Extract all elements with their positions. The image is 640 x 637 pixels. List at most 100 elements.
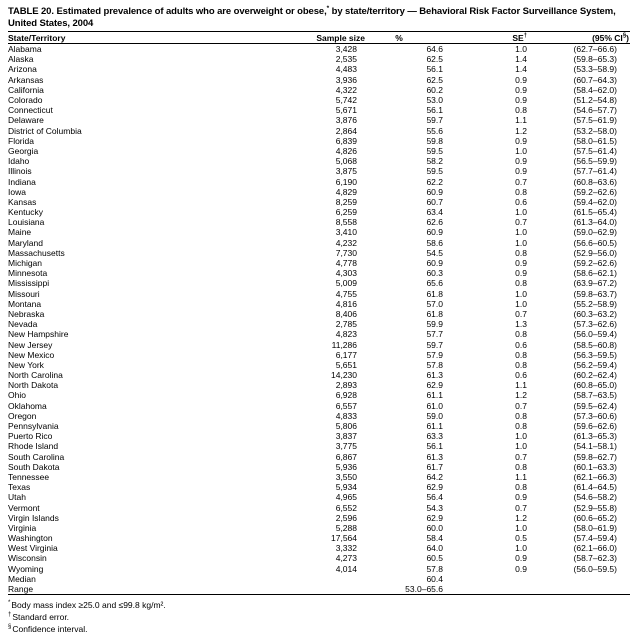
cell-ci bbox=[537, 574, 630, 584]
cell-sample-size: 4,755 bbox=[335, 288, 357, 299]
cell-sample-size: 4,483 bbox=[335, 64, 357, 75]
cell-se: 0.8 bbox=[515, 186, 527, 197]
cell-ci: (56.0–59.5) bbox=[573, 563, 617, 574]
table-row: Puerto Rico 3,837 63.3 1.0 (61.3–65.3) bbox=[8, 431, 630, 441]
cell-state: Maryland bbox=[8, 237, 43, 248]
cell-percent: 62.6 bbox=[426, 217, 443, 228]
cell-state: Kentucky bbox=[8, 207, 43, 218]
table-row: Maine 3,410 60.9 1.0 (59.0–62.9) bbox=[8, 227, 630, 237]
cell-se: 1.0 bbox=[515, 522, 527, 533]
table-body: Alabama 3,428 64.6 1.0 (62.7–66.6) Alaska 2,53… bbox=[8, 44, 630, 595]
cell-state: Colorado bbox=[8, 95, 43, 105]
cell-se: 1.0 bbox=[515, 441, 527, 452]
table-row: Alabama 3,428 64.6 1.0 (62.7–66.6) bbox=[8, 44, 630, 55]
cell-sample-size: 4,014 bbox=[335, 563, 357, 574]
cell-percent: 53.0–65.6 bbox=[405, 583, 443, 594]
cell-sample-size: 6,867 bbox=[335, 451, 357, 462]
cell-state: Range bbox=[8, 583, 34, 594]
cell-sample-size: 2,535 bbox=[335, 54, 357, 65]
cell-percent: 61.8 bbox=[426, 288, 443, 299]
cell-se: 0.8 bbox=[515, 421, 527, 431]
table-row: Wisconsin 4,273 60.5 0.9 (58.7–62.3) bbox=[8, 553, 630, 563]
cell-ci: (57.7–61.4) bbox=[573, 166, 617, 177]
cell-ci: (53.2–58.0) bbox=[573, 125, 617, 136]
cell-percent: 59.5 bbox=[426, 145, 443, 156]
cell-state: Pennsylvania bbox=[8, 421, 59, 431]
table-row: North Dakota 2,893 62.9 1.1 (60.8–65.0) bbox=[8, 380, 630, 390]
cell-sample-size: 5,936 bbox=[335, 461, 357, 472]
cell-ci: (59.8–62.7) bbox=[573, 451, 617, 462]
table-row: Delaware 3,876 59.7 1.1 (57.5–61.9) bbox=[8, 115, 630, 125]
cell-se: 0.6 bbox=[515, 339, 527, 350]
table-row: New Hampshire 4,823 57.7 0.8 (56.0–59.4) bbox=[8, 329, 630, 339]
table-row: Utah 4,965 56.4 0.9 (54.6–58.2) bbox=[8, 492, 630, 502]
table-row: Range 53.0–65.6 bbox=[8, 584, 630, 595]
cell-se: 0.8 bbox=[515, 278, 527, 289]
cell-percent: 64.2 bbox=[426, 471, 443, 482]
cell-percent: 59.8 bbox=[426, 135, 443, 146]
cell-sample-size: 3,837 bbox=[335, 431, 357, 442]
table-row: Missouri 4,755 61.8 1.0 (59.8–63.7) bbox=[8, 288, 630, 299]
cell-sample-size: 4,823 bbox=[335, 329, 357, 340]
cell-state: Idaho bbox=[8, 156, 30, 167]
cell-ci: (51.2–54.8) bbox=[573, 95, 617, 105]
cell-se: 0.8 bbox=[515, 359, 527, 370]
asterisk-marker: * bbox=[8, 599, 11, 606]
cell-ci: (56.3–59.5) bbox=[573, 349, 617, 360]
footnote-standard-error: †Standard error. bbox=[8, 610, 630, 622]
cell-percent: 58.4 bbox=[426, 533, 443, 544]
cell-state: Indiana bbox=[8, 176, 36, 187]
cell-percent: 53.0 bbox=[426, 95, 443, 105]
table-row: Washington 17,564 58.4 0.5 (57.4–59.4) bbox=[8, 533, 630, 543]
table-row: Maryland 4,232 58.6 1.0 (56.6–60.5) bbox=[8, 238, 630, 248]
cell-se: 1.1 bbox=[515, 380, 527, 391]
cell-se: 1.2 bbox=[515, 512, 527, 523]
header-row: State/Territory Sample size % SE† (95% C… bbox=[8, 32, 630, 44]
cell-sample-size: 4,232 bbox=[335, 237, 357, 248]
cell-state: Tennessee bbox=[8, 471, 50, 482]
col-header-se-label: SE bbox=[512, 32, 524, 43]
table-row: Ohio 6,928 61.1 1.2 (58.7–63.5) bbox=[8, 390, 630, 400]
table-row: New Jersey 11,286 59.7 0.6 (58.5–60.8) bbox=[8, 339, 630, 350]
footnote-bmi: *Body mass index ≥25.0 and ≤99.8 kg/m². bbox=[8, 598, 630, 610]
cell-percent: 57.0 bbox=[426, 298, 443, 309]
cell-sample-size: 4,322 bbox=[335, 84, 357, 95]
cell-sample-size: 6,928 bbox=[335, 390, 357, 401]
cell-sample-size: 6,259 bbox=[335, 207, 357, 218]
table-row: Kansas 8,259 60.7 0.6 (59.4–62.0) bbox=[8, 197, 630, 207]
cell-sample-size: 5,068 bbox=[335, 156, 357, 167]
cell-state: Texas bbox=[8, 482, 31, 493]
cell-state: Michigan bbox=[8, 258, 43, 268]
cell-sample-size: 5,651 bbox=[335, 359, 357, 370]
cell-ci: (58.0–61.9) bbox=[573, 522, 617, 533]
table-row: Virgin Islands 2,596 62.9 1.2 (60.6–65.2) bbox=[8, 513, 630, 523]
table-row: Michigan 4,778 60.9 0.9 (59.2–62.6) bbox=[8, 258, 630, 268]
cell-state: Oklahoma bbox=[8, 400, 47, 411]
cell-sample-size: 14,230 bbox=[331, 370, 357, 381]
cell-percent: 61.7 bbox=[426, 461, 443, 472]
table-row: Vermont 6,552 54.3 0.7 (52.9–55.8) bbox=[8, 502, 630, 513]
cell-se: 1.0 bbox=[515, 44, 527, 55]
table-row: West Virginia 3,332 64.0 1.0 (62.1–66.0) bbox=[8, 543, 630, 553]
cell-percent: 56.4 bbox=[426, 492, 443, 503]
cell-percent: 62.5 bbox=[426, 74, 443, 85]
cell-state: Nevada bbox=[8, 319, 38, 330]
cell-se: 0.8 bbox=[515, 105, 527, 116]
cell-percent: 57.8 bbox=[426, 359, 443, 370]
cell-ci: (62.7–66.6) bbox=[573, 44, 617, 55]
cell-sample-size: 4,778 bbox=[335, 258, 357, 268]
cell-sample-size: 2,864 bbox=[335, 125, 357, 136]
cell-se: 0.8 bbox=[515, 461, 527, 472]
table-title: TABLE 20. Estimated prevalence of adults… bbox=[8, 3, 630, 29]
cell-state: Nebraska bbox=[8, 308, 45, 319]
table-row: Louisiana 8,558 62.6 0.7 (61.3–64.0) bbox=[8, 217, 630, 227]
footnote-confidence-interval-text: Confidence interval. bbox=[12, 623, 88, 634]
cell-state: Alabama bbox=[8, 44, 42, 55]
cell-se: 1.3 bbox=[515, 319, 527, 330]
table-title-text-cont: by state/territory — Behavioral Risk Fac… bbox=[8, 6, 616, 29]
cell-sample-size: 6,177 bbox=[335, 349, 357, 360]
cell-state: South Carolina bbox=[8, 451, 65, 462]
table-row: Illinois 3,875 59.5 0.9 (57.7–61.4) bbox=[8, 166, 630, 176]
cell-state: Georgia bbox=[8, 145, 39, 156]
cell-sample-size: 4,816 bbox=[335, 298, 357, 309]
